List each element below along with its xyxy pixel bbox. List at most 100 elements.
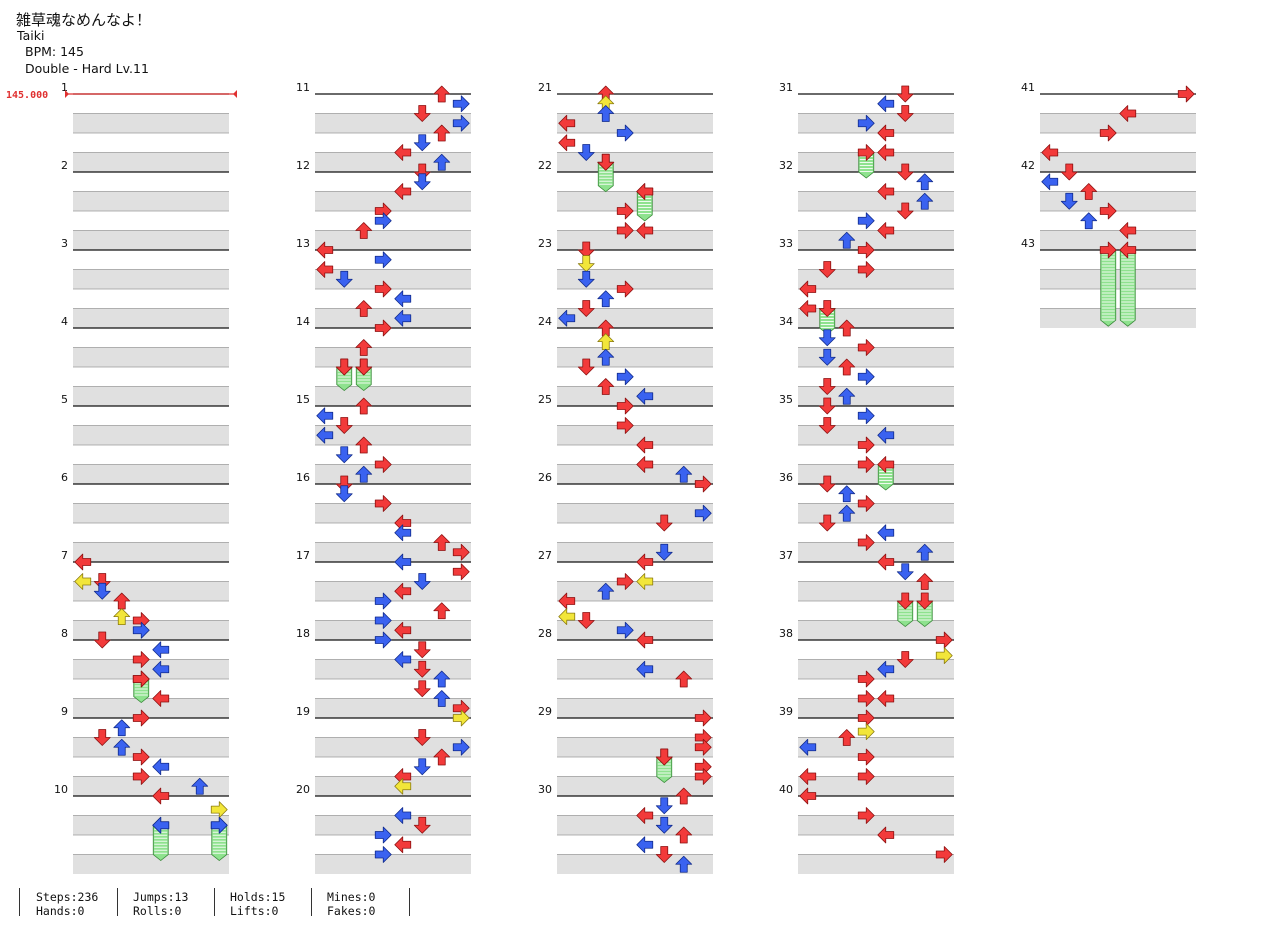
measure-number: 26 (538, 471, 552, 484)
right-arrow-icon (857, 723, 875, 741)
beat-band (557, 620, 713, 640)
down-arrow-icon (1060, 192, 1078, 210)
down-arrow-icon (335, 270, 353, 288)
beat-band (1040, 191, 1196, 211)
right-arrow-icon (132, 748, 150, 766)
stat-value: Mines:0 (327, 890, 376, 904)
measure-number: 43 (1021, 237, 1035, 250)
up-arrow-icon (916, 173, 934, 191)
beat-band (1040, 230, 1196, 250)
measure-number: 15 (296, 393, 310, 406)
beat-band (73, 854, 229, 874)
left-arrow-icon (636, 836, 654, 854)
left-arrow-icon (74, 573, 92, 590)
hold-head-arrow-icon (818, 300, 836, 317)
left-arrow-icon (636, 631, 654, 649)
beat-band (73, 737, 229, 757)
up-arrow-icon (838, 387, 856, 405)
down-arrow-icon (413, 680, 431, 698)
beat-band (315, 308, 471, 328)
right-arrow-icon (452, 114, 470, 132)
up-arrow-icon (355, 436, 373, 454)
beat-band (798, 425, 954, 445)
measure-number: 38 (779, 627, 793, 640)
up-arrow-icon (675, 465, 693, 483)
measure-number: 32 (779, 159, 793, 172)
difficulty-label: Double - Hard Lv.11 (25, 61, 149, 76)
left-arrow-icon (152, 641, 170, 659)
left-arrow-icon (316, 261, 334, 278)
left-arrow-icon (636, 222, 654, 239)
beat-band (798, 542, 954, 562)
beat-band (798, 230, 954, 250)
left-arrow-icon (394, 777, 412, 795)
right-arrow-icon (857, 748, 875, 766)
bpm-marker-label: 145.000 (6, 90, 48, 101)
measure-number: 30 (538, 783, 552, 796)
up-arrow-icon (355, 222, 373, 239)
left-arrow-icon (877, 660, 895, 678)
down-arrow-icon (818, 514, 836, 532)
right-arrow-icon (132, 651, 150, 668)
measure-number: 2 (61, 159, 68, 172)
measure-number: 29 (538, 705, 552, 718)
stats-column: Steps:236 Hands:0 (36, 890, 98, 918)
stats-separator (117, 888, 118, 916)
right-arrow-icon (857, 768, 875, 785)
down-arrow-icon (818, 261, 836, 278)
up-arrow-icon (433, 124, 451, 142)
beat-band (73, 308, 229, 328)
left-arrow-icon (799, 787, 817, 805)
measure-number: 21 (538, 81, 552, 94)
right-arrow-icon (694, 768, 712, 785)
beat-band (73, 347, 229, 367)
left-arrow-icon (877, 826, 895, 844)
measure-number: 17 (296, 549, 310, 562)
hold-note (877, 456, 895, 491)
hold-head-arrow-icon (877, 456, 895, 473)
right-arrow-icon (857, 436, 875, 454)
down-arrow-icon (818, 475, 836, 493)
beat-band (73, 191, 229, 211)
right-arrow-icon (132, 670, 150, 688)
right-arrow-icon (452, 563, 470, 581)
up-arrow-icon (838, 729, 856, 746)
beat-band (315, 152, 471, 172)
down-arrow-icon (577, 255, 595, 273)
measure-number: 42 (1021, 159, 1035, 172)
stats-column: Mines:0 Fakes:0 (327, 890, 375, 918)
down-arrow-icon (655, 816, 673, 834)
up-arrow-icon (433, 153, 451, 171)
measure-number: 5 (61, 393, 68, 406)
beat-band (73, 698, 229, 718)
beat-band (315, 542, 471, 562)
up-arrow-icon (675, 826, 693, 844)
down-arrow-icon (896, 563, 914, 581)
left-arrow-icon (1041, 173, 1059, 191)
measure-number: 24 (538, 315, 552, 328)
beat-band (1040, 308, 1196, 328)
left-arrow-icon (394, 621, 412, 639)
left-arrow-icon (636, 387, 654, 405)
hold-body (1100, 249, 1117, 327)
beat-band (73, 386, 229, 406)
left-arrow-icon (394, 582, 412, 600)
left-arrow-icon (152, 816, 170, 834)
right-arrow-icon (452, 543, 470, 561)
right-arrow-icon (374, 280, 392, 298)
down-arrow-icon (597, 153, 615, 171)
down-arrow-icon (413, 163, 431, 181)
beat-band (73, 152, 229, 172)
down-arrow-icon (818, 417, 836, 434)
right-arrow-icon (616, 222, 634, 239)
down-arrow-icon (93, 582, 111, 600)
left-arrow-icon (877, 144, 895, 161)
down-arrow-icon (818, 378, 836, 395)
right-arrow-icon (132, 768, 150, 785)
down-arrow-icon (655, 514, 673, 532)
beat-band (73, 269, 229, 289)
measure-number: 31 (779, 81, 793, 94)
stat-value: Fakes:0 (327, 904, 376, 918)
measure-number: 11 (296, 81, 310, 94)
up-arrow-icon (597, 290, 615, 308)
